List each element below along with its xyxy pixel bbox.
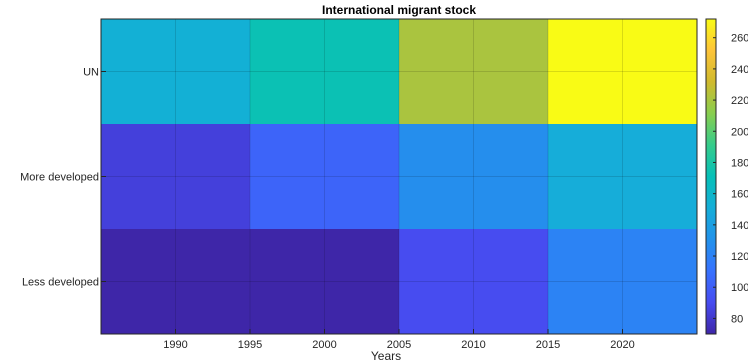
colorbar-tick-label: 240: [731, 64, 748, 76]
heatmap-cell: [548, 124, 697, 229]
colorbar-tick-label: 120: [731, 251, 748, 263]
heatmap-cell: [399, 19, 548, 124]
heatmap-cell: [101, 229, 250, 334]
x-tick-label: 2010: [461, 339, 485, 351]
y-tick-label: Less developed: [22, 277, 99, 289]
heatmap-cell: [548, 229, 697, 334]
colorbar-tick-label: 180: [731, 157, 748, 169]
y-tick-label: UN: [83, 67, 99, 79]
y-axis-ticks: UN More developed Less developed: [20, 67, 106, 289]
heatmap-cell: [250, 124, 399, 229]
heatmap-cell: [399, 124, 548, 229]
colorbar-tick-label: 160: [731, 189, 748, 201]
heatmap-cell: [101, 124, 250, 229]
colorbar-tick-label: 220: [731, 95, 748, 107]
colorbar-tick-label: 260: [731, 33, 748, 45]
x-tick-label: 2005: [387, 339, 411, 351]
heatmap-cells: [101, 19, 697, 334]
y-tick-label: More developed: [20, 172, 99, 184]
x-tick-label: 1990: [163, 339, 187, 351]
heatmap-cell: [101, 19, 250, 124]
grid-lines: [101, 19, 697, 334]
heatmap-cell: [250, 19, 399, 124]
colorbar-tick-label: 200: [731, 126, 748, 138]
x-axis-ticks: 1990 1995 2000 2005 2010 2015 2020: [163, 329, 635, 351]
x-tick-label: 2020: [610, 339, 634, 351]
colorbar-tick-label: 80: [731, 313, 743, 325]
colorbar-gradient: [705, 18, 717, 335]
colorbar: 80 100 120 140 160 180 200 220 240 260: [705, 18, 748, 335]
x-tick-label: 2015: [536, 339, 560, 351]
heatmap-cell: [250, 229, 399, 334]
x-tick-label: 2000: [312, 339, 336, 351]
colorbar-tick-label: 100: [731, 282, 748, 294]
chart-title: International migrant stock: [322, 3, 476, 17]
heatmap-cell: [548, 19, 697, 124]
x-tick-label: 1995: [238, 339, 262, 351]
x-axis-label: Years: [371, 349, 401, 362]
heatmap-cell: [399, 229, 548, 334]
colorbar-tick-label: 140: [731, 220, 748, 232]
